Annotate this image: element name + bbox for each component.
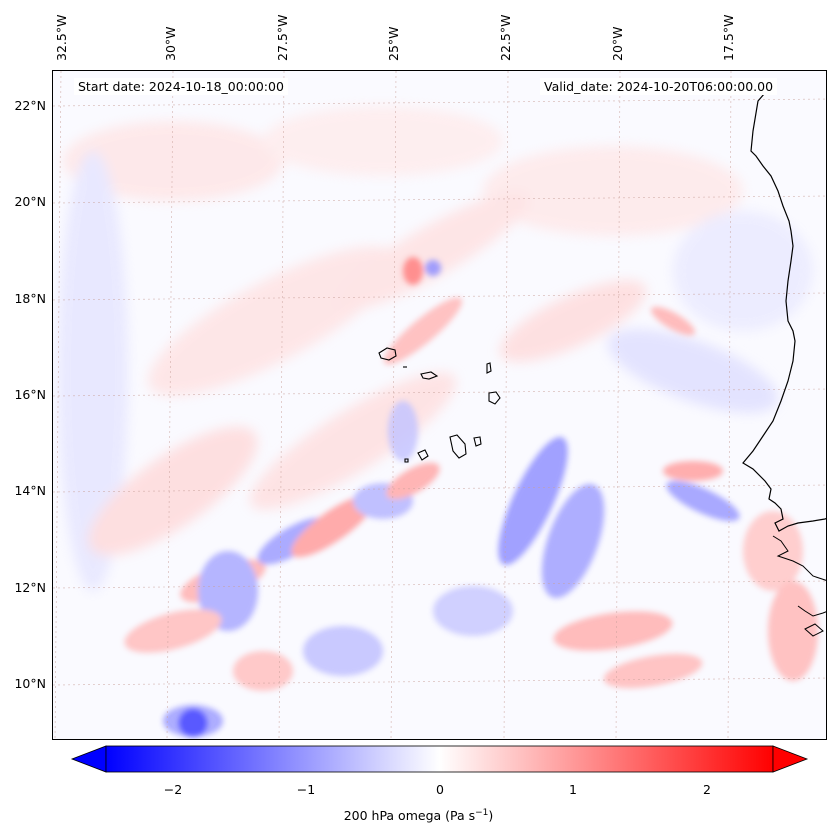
lon-label-27-5w: 27.5°W xyxy=(275,14,290,61)
colorbar-tick-neg1: −1 xyxy=(296,782,316,797)
colorbar xyxy=(70,745,809,773)
map-panel xyxy=(52,70,827,740)
colorbar-tick-1: 1 xyxy=(569,782,577,797)
island-brava xyxy=(404,458,409,463)
lat-label-12n: 12°N xyxy=(14,580,46,595)
island-sal xyxy=(486,362,492,374)
colorbar-body xyxy=(105,745,774,773)
colorbar-label-exponent: −1 xyxy=(475,808,489,818)
lat-label-16n: 16°N xyxy=(14,387,46,402)
colorbar-label-suffix: ) xyxy=(488,808,494,824)
island-sao-nicolau xyxy=(420,371,439,380)
colorbar-low-extension xyxy=(70,745,107,773)
lon-label-17-5w: 17.5°W xyxy=(721,14,736,61)
lon-label-25w: 25°W xyxy=(386,26,401,61)
island-fogo xyxy=(417,449,429,461)
valid-date-label: Valid_date: 2024-10-20T06:00:00.00 xyxy=(540,78,778,95)
start-date-label: Start date: 2024-10-18_00:00:00 xyxy=(74,78,288,95)
lat-label-18n: 18°N xyxy=(14,291,46,306)
island-santiago xyxy=(449,434,467,459)
colorbar-tick-2: 2 xyxy=(703,782,711,797)
colorbar-tick-neg2: −2 xyxy=(163,782,183,797)
lat-label-10n: 10°N xyxy=(14,676,46,691)
lat-label-14n: 14°N xyxy=(14,483,46,498)
lat-label-22n: 22°N xyxy=(14,98,46,113)
lon-label-30w: 30°W xyxy=(163,26,178,61)
lat-label-20n: 20°N xyxy=(14,194,46,209)
island-santo-antao xyxy=(378,347,397,361)
africa-coastline xyxy=(742,85,826,532)
island-boavista xyxy=(488,391,501,405)
island-maio xyxy=(473,436,482,447)
lon-label-22-5w: 22.5°W xyxy=(498,14,513,61)
omega-field xyxy=(53,71,826,739)
lon-label-20w: 20°W xyxy=(610,26,625,61)
colorbar-label: 200 hPa omega (Pa s−1) xyxy=(0,808,837,823)
lon-label-32-5w: 32.5°W xyxy=(54,14,69,61)
colorbar-high-extension xyxy=(772,745,809,773)
colorbar-label-prefix: 200 hPa omega (Pa s xyxy=(343,808,476,824)
colorbar-tick-0: 0 xyxy=(436,782,444,797)
